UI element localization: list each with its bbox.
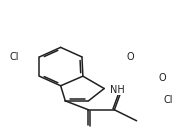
Text: Cl: Cl (163, 94, 173, 104)
Text: NH: NH (110, 85, 124, 95)
Text: O: O (126, 52, 134, 62)
Text: Cl: Cl (9, 52, 19, 62)
Text: O: O (159, 73, 166, 83)
